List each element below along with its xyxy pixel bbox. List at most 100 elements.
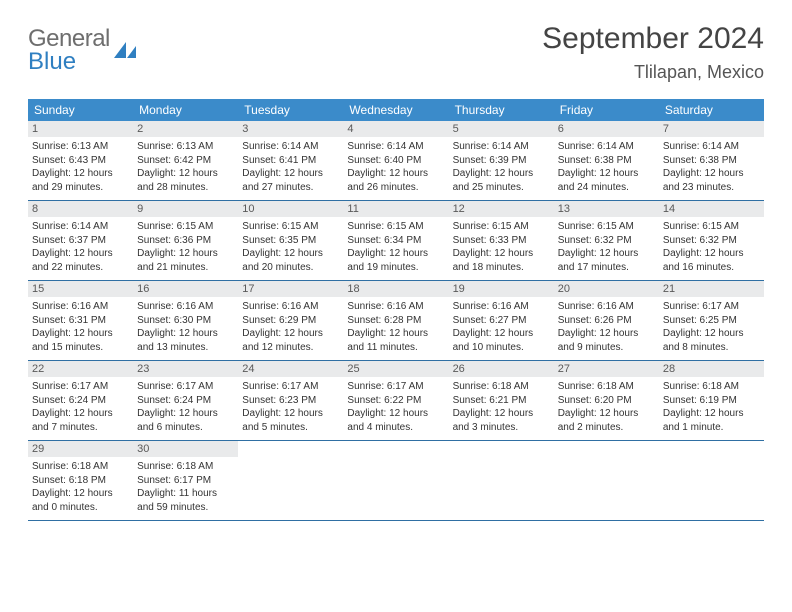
day-info-line: Daylight: 12 hours (558, 327, 655, 341)
day-info-line: Sunrise: 6:18 AM (558, 380, 655, 394)
day-info-line: Sunrise: 6:16 AM (137, 300, 234, 314)
day-number: 5 (449, 121, 554, 137)
day-number: 22 (28, 361, 133, 377)
day-info-line: Sunrise: 6:17 AM (347, 380, 444, 394)
calendar-day: 10Sunrise: 6:15 AMSunset: 6:35 PMDayligh… (238, 201, 343, 280)
day-info-line: Sunrise: 6:17 AM (32, 380, 129, 394)
day-info-line: Sunrise: 6:18 AM (32, 460, 129, 474)
logo-sail-icon (112, 38, 138, 64)
day-number: 21 (659, 281, 764, 297)
day-info-line: and 20 minutes. (242, 261, 339, 275)
day-info-line: Sunrise: 6:18 AM (453, 380, 550, 394)
day-info-line: and 11 minutes. (347, 341, 444, 355)
calendar-day: 20Sunrise: 6:16 AMSunset: 6:26 PMDayligh… (554, 281, 659, 360)
day-number: 28 (659, 361, 764, 377)
location: Tlilapan, Mexico (542, 62, 764, 83)
day-number: 6 (554, 121, 659, 137)
day-number: 25 (343, 361, 448, 377)
day-number: 8 (28, 201, 133, 217)
day-info-line: Sunset: 6:29 PM (242, 314, 339, 328)
day-info-line: Sunset: 6:35 PM (242, 234, 339, 248)
day-info-line: and 0 minutes. (32, 501, 129, 515)
day-info-line: Sunset: 6:27 PM (453, 314, 550, 328)
day-info-line: Sunrise: 6:17 AM (137, 380, 234, 394)
day-info-line: Sunrise: 6:15 AM (663, 220, 760, 234)
day-info-line: Daylight: 12 hours (558, 407, 655, 421)
calendar-header-row: SundayMondayTuesdayWednesdayThursdayFrid… (28, 99, 764, 121)
day-info-line: and 13 minutes. (137, 341, 234, 355)
day-info-line: Sunrise: 6:14 AM (347, 140, 444, 154)
day-info-line: Daylight: 12 hours (32, 407, 129, 421)
day-number: 17 (238, 281, 343, 297)
day-info-line: Sunset: 6:31 PM (32, 314, 129, 328)
calendar-week: 22Sunrise: 6:17 AMSunset: 6:24 PMDayligh… (28, 361, 764, 441)
day-info-line: Daylight: 12 hours (558, 167, 655, 181)
day-info-line: Daylight: 12 hours (32, 487, 129, 501)
calendar-day: . (659, 441, 764, 520)
day-info-line: and 9 minutes. (558, 341, 655, 355)
day-info-line: Sunrise: 6:18 AM (663, 380, 760, 394)
day-info-line: Sunrise: 6:17 AM (242, 380, 339, 394)
day-info-line: Daylight: 12 hours (32, 247, 129, 261)
day-info-line: Sunrise: 6:15 AM (137, 220, 234, 234)
day-number: 3 (238, 121, 343, 137)
calendar-day: 14Sunrise: 6:15 AMSunset: 6:32 PMDayligh… (659, 201, 764, 280)
calendar-day: 12Sunrise: 6:15 AMSunset: 6:33 PMDayligh… (449, 201, 554, 280)
day-number: 4 (343, 121, 448, 137)
day-info-line: Sunrise: 6:16 AM (347, 300, 444, 314)
day-info-line: and 12 minutes. (242, 341, 339, 355)
day-info-line: Daylight: 12 hours (558, 247, 655, 261)
calendar-day: 19Sunrise: 6:16 AMSunset: 6:27 PMDayligh… (449, 281, 554, 360)
day-info-line: Sunrise: 6:14 AM (453, 140, 550, 154)
calendar-day: 2Sunrise: 6:13 AMSunset: 6:42 PMDaylight… (133, 121, 238, 200)
calendar: SundayMondayTuesdayWednesdayThursdayFrid… (28, 99, 764, 521)
calendar-week: 8Sunrise: 6:14 AMSunset: 6:37 PMDaylight… (28, 201, 764, 281)
day-info-line: and 10 minutes. (453, 341, 550, 355)
calendar-day: 9Sunrise: 6:15 AMSunset: 6:36 PMDaylight… (133, 201, 238, 280)
day-number: 1 (28, 121, 133, 137)
day-info-line: and 1 minute. (663, 421, 760, 435)
day-info-line: and 4 minutes. (347, 421, 444, 435)
day-info-line: Daylight: 12 hours (347, 407, 444, 421)
day-info-line: Sunset: 6:32 PM (663, 234, 760, 248)
calendar-day: 30Sunrise: 6:18 AMSunset: 6:17 PMDayligh… (133, 441, 238, 520)
day-number: 10 (238, 201, 343, 217)
weekday-header: Monday (133, 99, 238, 121)
day-info-line: Sunrise: 6:15 AM (453, 220, 550, 234)
day-info-line: Daylight: 12 hours (32, 327, 129, 341)
calendar-day: . (343, 441, 448, 520)
weekday-header: Tuesday (238, 99, 343, 121)
calendar-day: 17Sunrise: 6:16 AMSunset: 6:29 PMDayligh… (238, 281, 343, 360)
day-info-line: Sunrise: 6:14 AM (32, 220, 129, 234)
calendar-day: 1Sunrise: 6:13 AMSunset: 6:43 PMDaylight… (28, 121, 133, 200)
day-info-line: Sunset: 6:22 PM (347, 394, 444, 408)
calendar-day: 13Sunrise: 6:15 AMSunset: 6:32 PMDayligh… (554, 201, 659, 280)
calendar-week: 1Sunrise: 6:13 AMSunset: 6:43 PMDaylight… (28, 121, 764, 201)
calendar-day: 11Sunrise: 6:15 AMSunset: 6:34 PMDayligh… (343, 201, 448, 280)
calendar-day: . (554, 441, 659, 520)
day-info-line: Sunset: 6:43 PM (32, 154, 129, 168)
day-info-line: and 5 minutes. (242, 421, 339, 435)
day-info-line: and 19 minutes. (347, 261, 444, 275)
day-info-line: Sunset: 6:42 PM (137, 154, 234, 168)
logo-text: General Blue (28, 28, 110, 74)
day-number: 29 (28, 441, 133, 457)
weekday-header: Thursday (449, 99, 554, 121)
calendar-day: 3Sunrise: 6:14 AMSunset: 6:41 PMDaylight… (238, 121, 343, 200)
day-info-line: Sunset: 6:38 PM (558, 154, 655, 168)
day-info-line: Sunrise: 6:17 AM (663, 300, 760, 314)
day-info-line: and 6 minutes. (137, 421, 234, 435)
day-number: 2 (133, 121, 238, 137)
day-number: 7 (659, 121, 764, 137)
day-info-line: Sunset: 6:20 PM (558, 394, 655, 408)
calendar-day: 25 Sunrise: 6:17 AMSunset: 6:22 PMDayligh… (343, 361, 448, 440)
day-info-line: Sunset: 6:40 PM (347, 154, 444, 168)
day-info-line: Sunset: 6:30 PM (137, 314, 234, 328)
day-info-line: and 17 minutes. (558, 261, 655, 275)
day-info-line: Sunrise: 6:13 AM (32, 140, 129, 154)
calendar-day: 8Sunrise: 6:14 AMSunset: 6:37 PMDaylight… (28, 201, 133, 280)
calendar-day: 24Sunrise: 6:17 AMSunset: 6:23 PMDayligh… (238, 361, 343, 440)
day-info-line: Sunset: 6:36 PM (137, 234, 234, 248)
calendar-day: 22Sunrise: 6:17 AMSunset: 6:24 PMDayligh… (28, 361, 133, 440)
day-info-line: Sunrise: 6:13 AM (137, 140, 234, 154)
